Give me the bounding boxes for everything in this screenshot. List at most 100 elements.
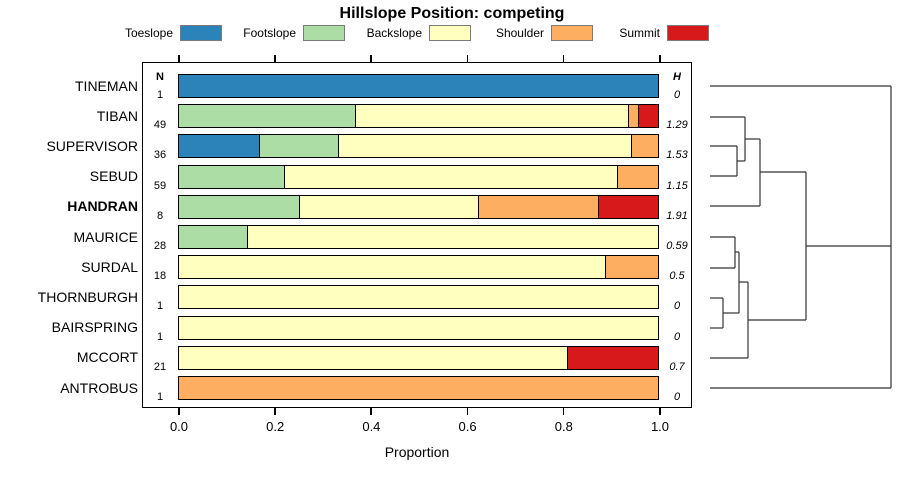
bar-segment (604, 256, 658, 279)
bar-segment (284, 165, 618, 188)
n-value: 1 (156, 391, 164, 403)
legend-label: Summit (619, 26, 660, 40)
x-axis-tick-label: 0.6 (458, 419, 477, 434)
h-value: 0 (673, 391, 681, 403)
series-bar (178, 74, 659, 98)
series-bar (178, 194, 659, 219)
dendrogram (710, 85, 892, 389)
n-value: 28 (153, 240, 167, 252)
h-value: 0.7 (669, 360, 685, 373)
bar-segment (628, 105, 639, 128)
bar-segment (478, 195, 599, 218)
x-axis-tick-label: 1.0 (650, 419, 670, 434)
legend-label: Footslope (243, 26, 296, 40)
series-label: SEBUD (89, 168, 138, 185)
bar-segment (298, 195, 479, 218)
legend-item: Footslope (175, 25, 345, 41)
x-axis-tick-top (659, 55, 661, 62)
legend-swatch (667, 25, 709, 41)
series-bar (178, 104, 659, 129)
series-bar (178, 376, 659, 400)
series-label: ANTROBUS (60, 379, 138, 396)
x-axis-tick-label: 0.0 (169, 419, 189, 434)
legend-swatch (551, 25, 593, 41)
legend-item: Summit (539, 25, 709, 41)
bar-segment (179, 135, 259, 158)
bar-segment (179, 316, 658, 339)
legend-item: Shoulder (423, 25, 593, 41)
x-axis-tick-top (274, 55, 276, 62)
legend-item: Backslope (301, 25, 471, 41)
n-value: 1 (156, 330, 164, 343)
bar-segment (258, 135, 339, 158)
legend-label: Backslope (366, 26, 422, 40)
x-axis-tick (274, 408, 276, 415)
h-value: 1.53 (666, 149, 688, 162)
n-value: 36 (153, 149, 167, 162)
bar-segment (598, 195, 658, 218)
series-bar (178, 285, 659, 310)
bar-segment (179, 286, 658, 309)
bar-segment (617, 165, 658, 188)
series-label: SUPERVISOR (46, 137, 138, 154)
series-bar (178, 225, 659, 249)
bar-segment (179, 256, 605, 279)
series-label: TINEMAN (75, 77, 138, 94)
bar-segment (179, 195, 299, 218)
bar-segment (179, 377, 658, 399)
series-label: BAIRSPRING (51, 319, 138, 336)
series-bar (178, 255, 659, 280)
x-axis-tick-top (370, 55, 372, 62)
bar-segment (179, 105, 355, 128)
x-axis-tick-label: 0.8 (554, 419, 573, 434)
h-value: 1.91 (666, 209, 688, 222)
legend-swatch (303, 25, 345, 41)
n-column-header: N (156, 71, 164, 83)
n-value: 1 (156, 89, 164, 101)
bar-segment (338, 135, 632, 158)
bar-segment (354, 105, 629, 128)
legend-swatch (429, 25, 471, 41)
legend-label: Toeslope (124, 26, 173, 40)
bar-segment (179, 75, 658, 97)
legend-label: Shoulder (495, 26, 544, 40)
n-value: 8 (156, 209, 164, 222)
x-axis-tick (370, 408, 372, 415)
h-value: 0 (673, 300, 681, 313)
series-bar (178, 345, 659, 370)
h-value: 0 (673, 89, 681, 101)
x-axis-tick-top (466, 55, 469, 62)
bar-segment (631, 135, 658, 158)
bar-segment (566, 346, 658, 369)
n-value: 59 (153, 179, 167, 192)
bar-segment (179, 165, 285, 188)
series-label: TIBAN (96, 107, 138, 124)
legend-swatch (180, 25, 222, 41)
legend-item: Toeslope (52, 25, 222, 41)
chart-title: Hillslope Position: competing (339, 5, 565, 22)
series-bar (178, 164, 659, 189)
x-axis-tick-label: 0.4 (362, 419, 381, 434)
bar-segment (179, 346, 567, 369)
h-value: 0.59 (666, 240, 688, 252)
n-value: 21 (153, 360, 167, 373)
x-axis-tick-top (562, 55, 565, 62)
series-label: THORNBURGH (37, 288, 138, 305)
series-label: HANDRAN (67, 198, 138, 215)
x-axis-label: Proportion (384, 444, 450, 460)
series-label: MCCORT (76, 349, 138, 366)
h-column-header: H (673, 71, 681, 83)
n-value: 18 (153, 270, 167, 283)
series-label: SURDAL (81, 258, 138, 275)
x-axis-tick-label: 0.2 (266, 419, 285, 434)
h-value: 0.5 (669, 270, 685, 283)
h-value: 0 (673, 330, 681, 343)
series-label: MAURICE (73, 228, 138, 245)
x-axis-tick (178, 408, 180, 415)
x-axis-tick (466, 408, 469, 415)
h-value: 1.15 (666, 179, 688, 192)
bar-segment (247, 226, 658, 248)
n-value: 49 (153, 119, 167, 132)
x-axis-tick (562, 408, 565, 415)
